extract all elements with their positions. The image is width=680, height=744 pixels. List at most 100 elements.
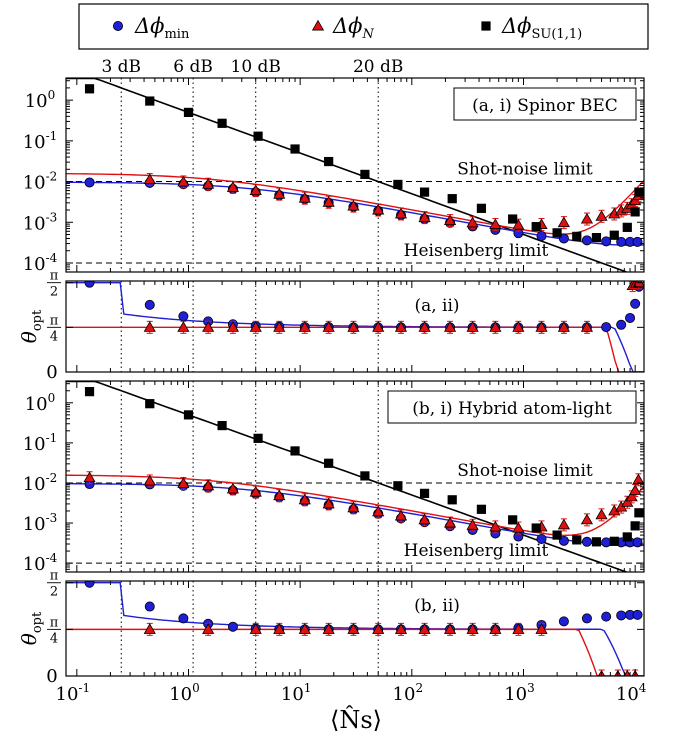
data-point bbox=[591, 232, 602, 243]
data-point bbox=[393, 481, 403, 491]
theory-curve-su11 bbox=[66, 381, 629, 572]
data-point bbox=[512, 218, 525, 230]
axes-frame bbox=[65, 380, 645, 573]
legend: Δϕmin ΔϕN ΔϕSU(1,1) bbox=[78, 3, 649, 50]
axes-frame bbox=[65, 77, 645, 273]
legend-frame bbox=[78, 3, 649, 50]
y-tick-label: 0 bbox=[46, 666, 57, 687]
data-point bbox=[466, 519, 479, 530]
x-axis-label-text: ⟨N̂s⟩ bbox=[330, 706, 382, 734]
data-point bbox=[419, 488, 430, 498]
data-point bbox=[489, 520, 502, 532]
data-point bbox=[443, 516, 457, 528]
y-tick-label: π bbox=[50, 615, 59, 630]
theta-curve-n bbox=[66, 628, 644, 676]
data-point bbox=[418, 513, 431, 525]
data-point bbox=[476, 504, 487, 514]
data-point bbox=[601, 322, 612, 333]
data-point bbox=[290, 446, 300, 456]
data-point bbox=[634, 508, 644, 518]
data-point bbox=[298, 623, 311, 634]
data-point bbox=[489, 218, 502, 229]
data-point bbox=[536, 230, 547, 241]
data-point bbox=[418, 321, 431, 332]
data-point bbox=[177, 321, 190, 332]
data-point bbox=[84, 177, 95, 188]
heisenberg-label: Heisenberg limit bbox=[404, 241, 549, 261]
panel-a-i: Shot-noise limit Heisenberg limit 10-4 10-3… bbox=[23, 77, 645, 275]
data-point bbox=[144, 601, 155, 612]
db-label: 3 dB bbox=[101, 57, 141, 77]
data-point bbox=[476, 203, 487, 213]
data-point bbox=[558, 616, 569, 627]
x-tick-label: 100 bbox=[169, 681, 200, 705]
data-point bbox=[601, 611, 612, 622]
data-point bbox=[536, 533, 547, 544]
y-tick-label: 10-2 bbox=[23, 170, 58, 194]
data-point bbox=[347, 199, 360, 211]
data-point bbox=[552, 530, 562, 540]
db-labels: 3 dB 6 dB 10 dB 20 dB bbox=[101, 57, 403, 77]
data-point bbox=[372, 203, 385, 215]
theory-curve-min bbox=[66, 483, 644, 547]
data-point bbox=[347, 321, 360, 332]
data-point bbox=[178, 311, 189, 322]
data-point bbox=[512, 521, 525, 533]
data-point bbox=[298, 493, 311, 505]
data-point bbox=[177, 175, 190, 187]
data-point bbox=[572, 231, 582, 241]
y-tick-label: 0 bbox=[46, 362, 57, 383]
y-tick-label: 100 bbox=[25, 391, 56, 415]
data-point bbox=[616, 319, 627, 330]
plot-area bbox=[66, 78, 644, 272]
theory-curve-n bbox=[66, 474, 644, 536]
data-point bbox=[591, 537, 602, 547]
data-point bbox=[535, 623, 548, 634]
y-tick-label: 4 bbox=[50, 329, 58, 344]
data-point bbox=[572, 535, 582, 545]
data-point bbox=[143, 623, 156, 634]
data-point bbox=[143, 474, 156, 486]
data-point bbox=[324, 458, 334, 468]
plot-area bbox=[66, 581, 644, 676]
data-point bbox=[249, 184, 262, 196]
data-point bbox=[393, 179, 403, 190]
db-label: 6 dB bbox=[173, 57, 213, 77]
legend-entry: ΔϕSU(1,1) bbox=[501, 14, 582, 42]
y-tick-label: π bbox=[50, 269, 59, 284]
data-point bbox=[273, 489, 286, 501]
data-point bbox=[418, 211, 431, 223]
data-point bbox=[84, 581, 95, 588]
data-point bbox=[580, 513, 594, 525]
data-point bbox=[508, 214, 518, 224]
panel-label: (b, i) Hybrid atom-light bbox=[412, 399, 612, 419]
y-axis-label: θopt bbox=[17, 611, 45, 645]
legend-marker bbox=[311, 19, 325, 31]
data-point bbox=[443, 623, 457, 634]
data-point bbox=[557, 321, 570, 332]
shot-noise-label: Shot-noise limit bbox=[457, 160, 593, 180]
plot-area bbox=[66, 281, 644, 372]
data-point bbox=[622, 532, 632, 542]
data-point bbox=[202, 321, 215, 332]
data-point bbox=[595, 508, 608, 520]
theory-curve-su11 bbox=[66, 78, 629, 272]
panel-label: (b, ii) bbox=[414, 596, 460, 616]
data-point bbox=[489, 321, 502, 332]
panel-label-box bbox=[387, 390, 637, 424]
data-point bbox=[443, 214, 457, 226]
y-tick-label: π bbox=[50, 313, 59, 328]
legend-marker bbox=[113, 20, 124, 31]
x-tick-label: 10-1 bbox=[56, 681, 91, 705]
data-point bbox=[443, 321, 457, 332]
data-point bbox=[580, 321, 594, 332]
data-point bbox=[466, 623, 479, 634]
y-tick-label: 10-1 bbox=[23, 431, 58, 455]
data-point bbox=[226, 321, 240, 332]
data-point bbox=[372, 321, 385, 332]
data-point bbox=[580, 212, 594, 224]
legend-entry: Δϕmin bbox=[134, 14, 190, 42]
data-point bbox=[143, 173, 156, 185]
data-point bbox=[531, 222, 541, 232]
